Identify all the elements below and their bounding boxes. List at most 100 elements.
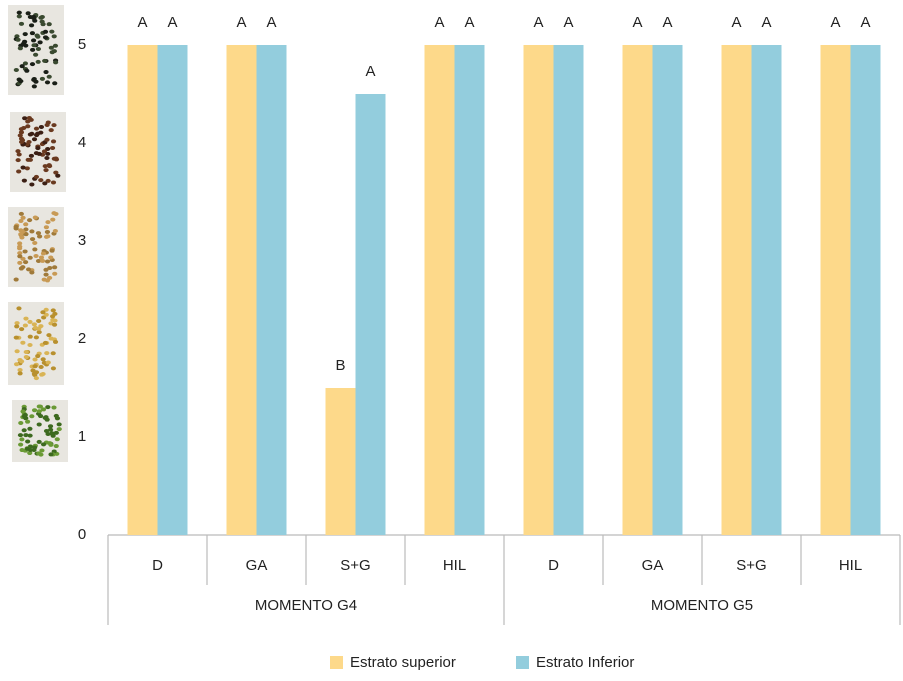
significance-letter: A (533, 14, 543, 31)
significance-letter: A (236, 14, 246, 31)
seed (20, 64, 25, 68)
seed (48, 424, 53, 428)
seed (48, 256, 53, 260)
seed (22, 40, 27, 44)
seed (40, 22, 45, 26)
seed (15, 149, 20, 153)
seed (30, 237, 35, 241)
seed (21, 126, 26, 130)
seed (48, 452, 53, 456)
x-tick-label: S+G (340, 557, 370, 574)
seed (44, 235, 49, 239)
significance-letter: A (137, 14, 147, 31)
significance-letter: A (464, 14, 474, 31)
y-tick-label: 0 (78, 526, 86, 543)
seed (36, 231, 41, 235)
seed (37, 404, 42, 408)
seed (46, 360, 51, 364)
seed (28, 335, 33, 339)
seed (48, 443, 53, 447)
x-tick-label: HIL (839, 557, 862, 574)
seed (17, 371, 22, 375)
seed (38, 131, 43, 135)
seed (57, 427, 62, 431)
seed (52, 323, 57, 327)
seed (30, 62, 35, 66)
seed (49, 128, 54, 132)
seed (27, 116, 32, 120)
seed (39, 256, 44, 260)
seed (19, 359, 24, 363)
seed (51, 180, 56, 184)
seed (27, 320, 32, 324)
seed (38, 178, 43, 182)
seed (33, 53, 38, 57)
seed (35, 354, 40, 358)
seed (22, 116, 27, 120)
seed (42, 59, 47, 63)
seed (32, 247, 37, 251)
bar (524, 45, 554, 535)
seed (26, 140, 31, 144)
legend-label: Estrato superior (350, 654, 456, 671)
seed (30, 31, 35, 35)
seed (43, 341, 48, 345)
seed (19, 448, 24, 452)
seed (55, 437, 60, 441)
seed (39, 365, 44, 369)
seed (33, 326, 38, 330)
seed (29, 229, 34, 233)
seed (52, 272, 57, 276)
seed (47, 163, 52, 167)
seed (33, 364, 38, 368)
seed (18, 46, 23, 50)
seed (38, 40, 43, 44)
legend-swatch (330, 656, 343, 669)
seed (55, 174, 60, 178)
seed (42, 149, 47, 153)
seed (32, 19, 37, 23)
seed (16, 158, 21, 162)
seed (43, 415, 48, 419)
seed-photo (10, 112, 66, 192)
seed (14, 278, 19, 282)
seed (29, 182, 34, 186)
significance-letter: A (632, 14, 642, 31)
group-label: MOMENTO G4 (255, 597, 357, 614)
seed (49, 337, 54, 341)
seed-photo (8, 302, 64, 385)
seed (14, 336, 19, 340)
seed (34, 151, 39, 155)
seed (49, 30, 54, 34)
seed (45, 259, 50, 263)
seed (27, 427, 32, 431)
x-tick-label: D (152, 557, 163, 574)
seed (20, 409, 25, 413)
seed (51, 308, 56, 312)
seed (31, 15, 36, 19)
bar (722, 45, 752, 535)
seed (51, 139, 56, 143)
seed (45, 230, 50, 234)
seed (14, 226, 19, 230)
y-tick-label: 5 (78, 36, 86, 53)
seed (57, 422, 62, 426)
seed (52, 49, 57, 53)
seed (37, 234, 42, 238)
y-tick-label: 1 (78, 428, 86, 445)
seed (44, 225, 49, 229)
bar (128, 45, 158, 535)
seed (38, 16, 43, 20)
seed (15, 349, 20, 353)
seed (32, 137, 37, 141)
seed (36, 47, 41, 51)
seed (17, 153, 22, 157)
seed (49, 431, 54, 435)
significance-letter: B (335, 357, 345, 374)
seed (47, 22, 52, 26)
seed (51, 211, 56, 215)
seed (32, 446, 37, 450)
seed (31, 78, 36, 82)
seed (52, 34, 57, 38)
seed (22, 428, 27, 432)
